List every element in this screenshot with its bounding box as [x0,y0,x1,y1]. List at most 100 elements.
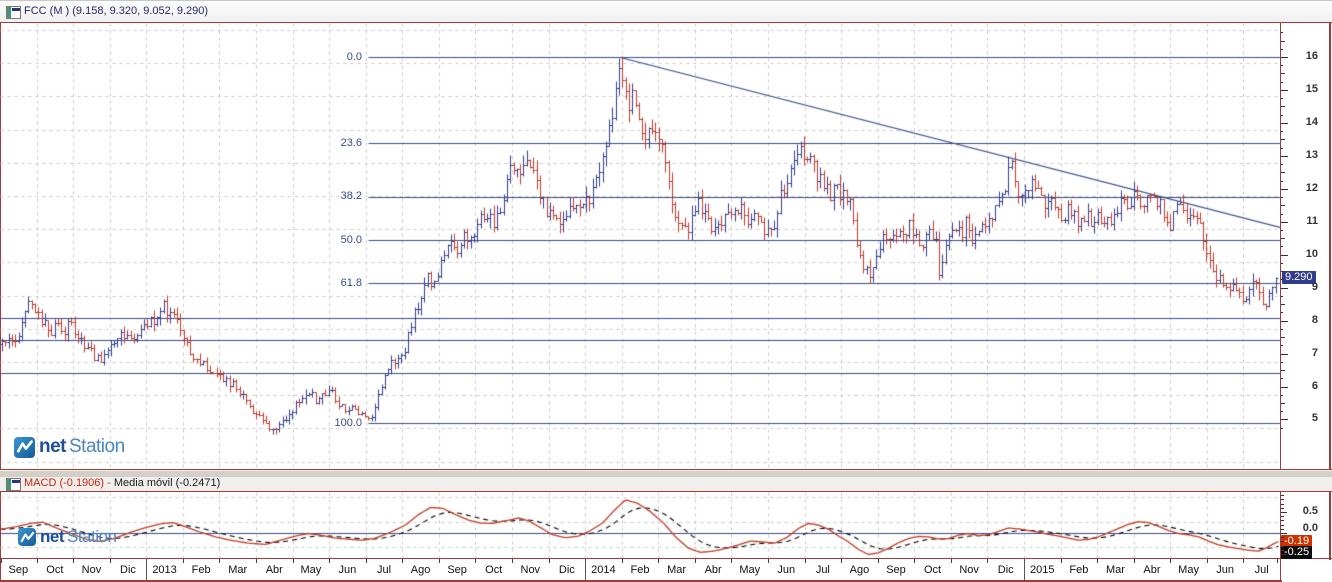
price-axis-tick [1281,312,1283,313]
month-label: 2015 [1030,564,1055,576]
month-label: May [300,564,322,576]
macd-axis-tick [1281,554,1287,555]
panel-splitter[interactable] [0,470,1332,477]
price-axis-tick [1281,255,1288,256]
price-axis-tick-label: 5 [1311,412,1318,425]
month-label: Feb [191,564,211,576]
plot-axis-divider [1280,22,1281,580]
fib-level-label: 61.8 [340,276,362,289]
price-axis-tick-label: 9 [1311,280,1318,293]
month-label: Mar [1105,564,1125,576]
price-axis-tick [1281,296,1283,297]
macd-value-badge: -0.19 [1281,535,1313,548]
price-axis-tick-label: 6 [1311,379,1318,392]
time-axis-tick [1,559,2,563]
price-axis-tick [1281,411,1283,412]
price-axis-tick [1281,387,1288,388]
month-label: Sep [8,564,29,576]
price-axis-tick [1281,156,1288,157]
macd-axis-tick [1281,546,1284,547]
month-label: Nov [520,564,541,576]
macd-plot-top-border [0,491,1332,492]
chart-title: FCC (M ) (9.158, 9.320, 9.052, 9.290) [24,5,209,17]
month-label: Nov [81,564,102,576]
price-axis-tick [1281,337,1285,338]
price-axis-tick [1281,304,1285,305]
month-label: Dic [558,564,575,576]
fib-level-label: 38.2 [340,190,362,203]
price-axis-tick [1281,263,1283,264]
time-axis-tick [73,559,74,563]
year-separator [1024,559,1025,580]
fib-level-label: 100.0 [334,416,362,429]
macd-label: MACD (-0.1906) - Media móvil (-0.2471) [24,477,221,489]
time-axis-tick [512,559,513,563]
macd-axis-tick [1281,512,1287,513]
fib-level-label: 50.0 [340,233,362,246]
month-label: Abr [704,564,722,576]
netstation-logo: net Station [18,527,117,547]
macd-axis-tick-label: 0.0 [1302,522,1318,534]
time-axis-tick [914,559,915,563]
price-axis-tick [1281,230,1283,231]
window-border-right [1329,22,1331,560]
time-axis-tick [183,559,184,563]
main-chart-canvas[interactable] [0,23,1280,469]
price-axis-tick [1281,362,1283,363]
price-axis-tick-label: 10 [1305,247,1318,260]
price-axis-tick [1281,172,1285,173]
macd-title-bar [0,477,1332,491]
time-axis-tick [658,559,659,563]
time-axis-tick [987,559,988,563]
time-axis-tick [731,559,732,563]
time-axis-tick [1134,559,1135,563]
price-axis-tick [1281,403,1285,404]
month-label: Jun [777,564,796,576]
price-axis-tick [1281,370,1285,371]
time-axis-tick [37,559,38,563]
fib-level-label: 0.0 [346,50,362,63]
macd-axis-tick [1281,499,1284,500]
price-axis-tick [1281,65,1283,66]
time-axis-tick [951,559,952,563]
time-axis-tick [1061,559,1062,563]
time-axis-tick [1277,559,1278,563]
price-axis-tick [1281,139,1285,140]
month-label: Jul [376,564,392,576]
price-axis-tick [1281,41,1285,42]
macd-axis-tick [1281,533,1287,534]
price-axis-tick [1281,329,1283,330]
time-axis-tick [1170,559,1171,563]
panel-border-main-bottom [0,469,1332,470]
month-label: Dic [997,564,1014,576]
price-axis-tick [1281,222,1288,223]
time-axis-tick [402,559,403,563]
price-axis-tick [1281,90,1288,91]
signal-value-badge: -0.25 [1281,546,1313,559]
price-axis-tick [1281,49,1283,50]
time-axis-tick [1097,559,1098,563]
chart-panel-icon [6,478,21,491]
price-axis-tick [1281,131,1283,132]
price-axis-tick [1281,238,1285,239]
time-axis-tick [366,559,367,563]
month-label: Feb [630,564,650,576]
price-axis-tick [1281,205,1285,206]
time-axis-tick [805,559,806,563]
macd-canvas[interactable] [0,492,1280,558]
price-axis-tick [1281,428,1283,429]
time-axis-tick [549,559,550,563]
price-axis-tick-label: 15 [1305,82,1318,95]
price-axis-tick [1281,279,1283,280]
time-axis-tick [256,559,257,563]
price-axis-tick [1281,57,1288,58]
month-label: 2014 [591,564,616,576]
netstation-logo: net Station [14,436,125,458]
time-axis-tick [1243,559,1244,563]
macd-axis-tick [1281,537,1284,538]
price-axis-tick [1281,181,1283,182]
macd-axis-tick [1281,550,1284,551]
window-border-bottom [0,580,1282,582]
price-axis-tick [1281,197,1283,198]
